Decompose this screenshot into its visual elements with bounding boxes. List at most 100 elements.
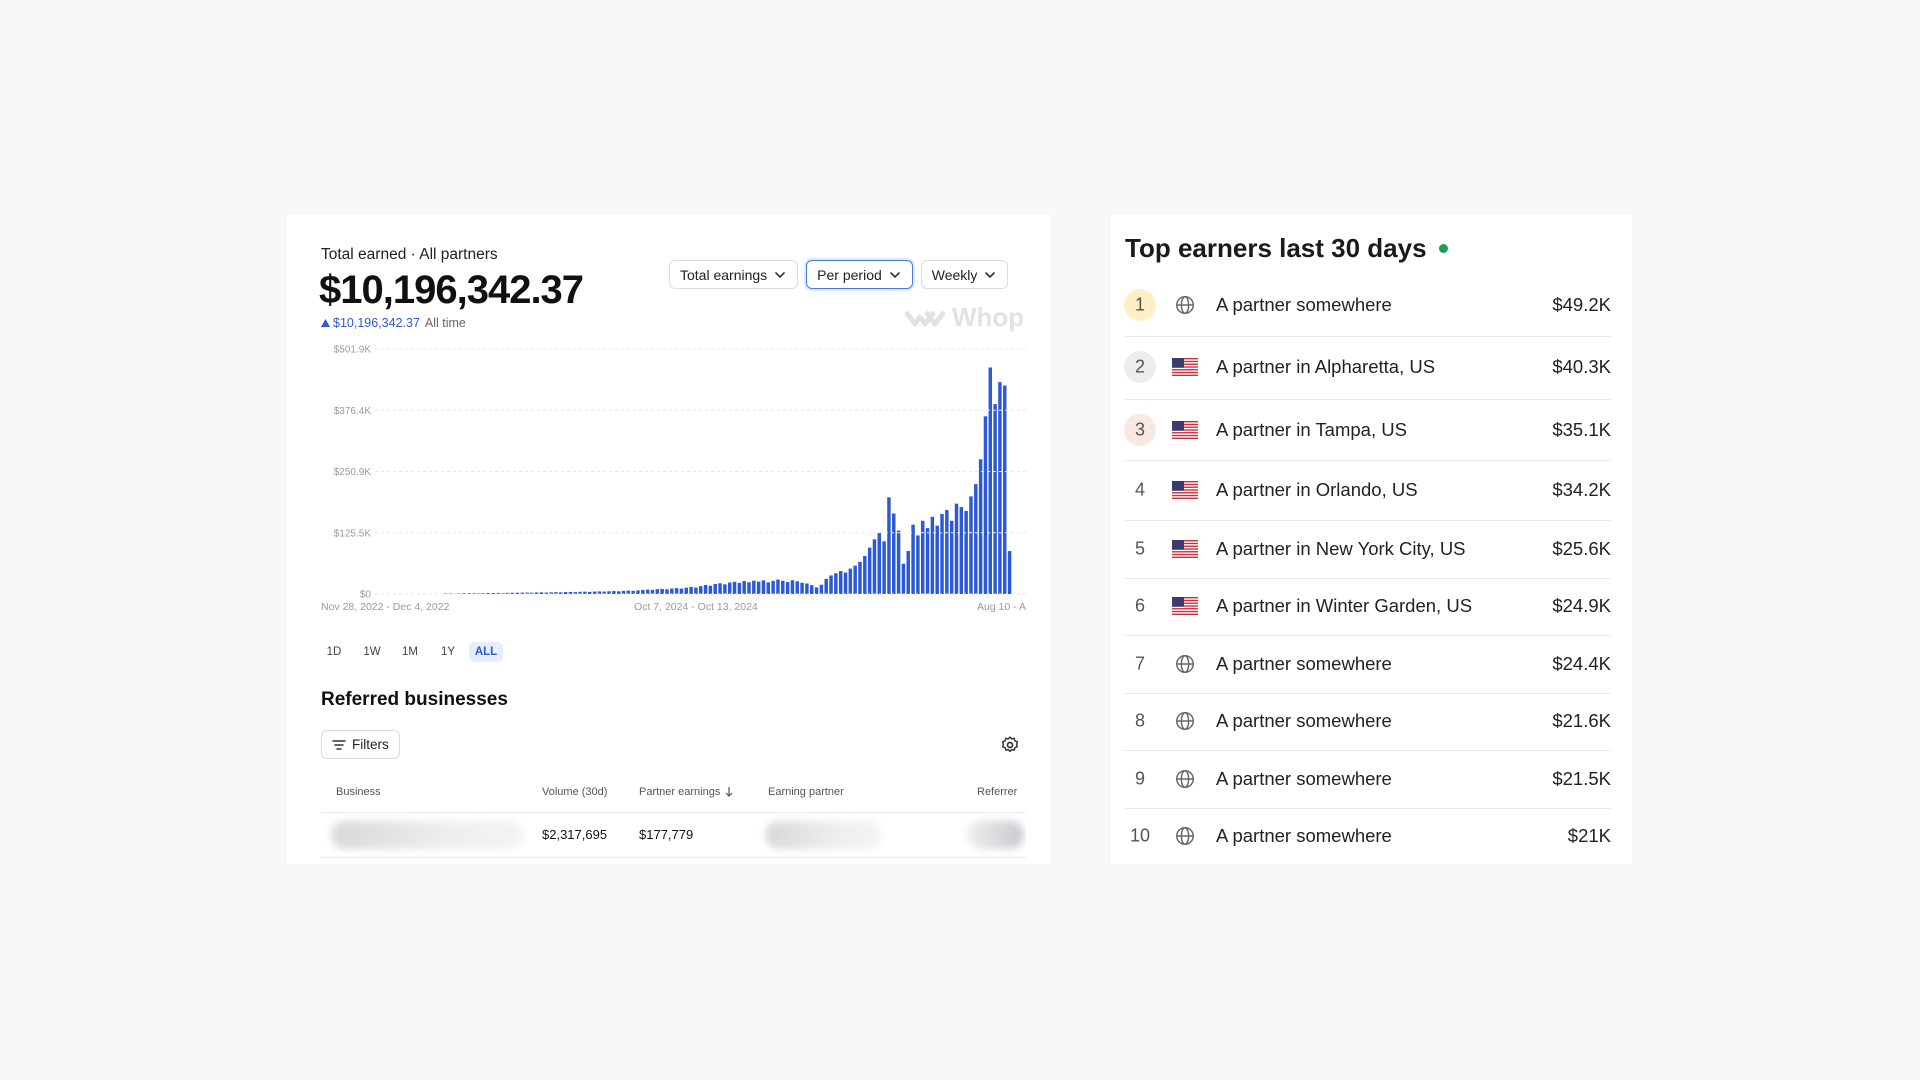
bar [539, 592, 544, 594]
y-tick-label: $376.4K [334, 406, 372, 417]
bar [843, 572, 848, 594]
bar [616, 591, 621, 594]
bar [525, 592, 529, 594]
rank: 3 [1134, 419, 1145, 440]
bar [993, 404, 997, 594]
blurred-partner [765, 821, 882, 849]
bar [809, 585, 814, 594]
bar [496, 592, 500, 594]
earnings-chart: Nov 28, 2022 - Dec 4, 2022 Oct 7, 2024 - … [321, 345, 1026, 613]
mode-dropdown[interactable]: Per period [806, 260, 913, 289]
watermark-logo [904, 310, 946, 326]
bar [848, 568, 853, 594]
bar [467, 593, 471, 594]
flag-icon [1172, 358, 1198, 376]
bar [612, 591, 616, 594]
partner-amount: $34.2K [1552, 479, 1611, 500]
bar [814, 587, 819, 594]
row-divider [1124, 460, 1611, 461]
bar [597, 591, 602, 594]
bar [800, 582, 804, 594]
bar [983, 416, 988, 594]
bar [896, 530, 901, 594]
bar [592, 591, 597, 594]
rank: 4 [1134, 479, 1145, 500]
globe-icon [1174, 710, 1196, 732]
globe-icon [1174, 653, 1196, 675]
bar [583, 591, 587, 594]
business-table: Business Volume (30d) Partner earnings E… [321, 770, 1026, 864]
bar [964, 511, 968, 594]
range-button[interactable]: ALL [469, 642, 503, 662]
row-divider [1124, 399, 1611, 400]
bar [838, 571, 843, 594]
globe-icon [1174, 294, 1196, 316]
bar [747, 582, 751, 594]
bar [505, 592, 510, 594]
bar [872, 539, 877, 594]
bar [853, 565, 857, 594]
x-tick-label: Aug 10 - A [977, 601, 1026, 613]
chevron [773, 268, 787, 282]
bar [949, 520, 954, 594]
row-divider [1124, 750, 1611, 751]
bar [1003, 385, 1007, 594]
x-tick-label: Nov 28, 2022 - Dec 4, 2022 [321, 601, 450, 613]
bar [916, 535, 920, 594]
row-divider [1124, 693, 1611, 694]
bar [906, 551, 910, 594]
flag-icon [1172, 540, 1198, 558]
rank: 7 [1134, 653, 1145, 674]
filters-button[interactable]: Filters [321, 730, 400, 759]
partner-amount: $49.2K [1552, 294, 1611, 315]
bar [925, 528, 930, 594]
bar [655, 589, 660, 594]
bar [969, 496, 973, 594]
bar [887, 497, 891, 594]
header-divider [321, 812, 1026, 813]
partner-amount: $21.6K [1552, 710, 1611, 731]
column-header: Earning partner [768, 786, 844, 798]
chevron [888, 268, 902, 282]
bar [631, 590, 635, 594]
bar [978, 459, 983, 594]
bar [974, 484, 978, 594]
range-button[interactable]: 1Y [440, 646, 456, 658]
change-line: $10,196,342.37 All time [321, 316, 466, 330]
x-tick-label: Oct 7, 2024 - Oct 13, 2024 [634, 601, 758, 613]
bar [935, 525, 939, 594]
bar [670, 588, 674, 594]
range-button[interactable]: 1W [363, 646, 381, 658]
range-button[interactable]: 1D [326, 646, 342, 658]
bar [660, 588, 664, 594]
partner-name: A partner somewhere [1216, 294, 1392, 315]
bar [645, 589, 650, 594]
bar [1007, 551, 1012, 594]
section-title: Referred businesses [321, 689, 508, 710]
bar [559, 592, 563, 594]
bar [737, 582, 742, 594]
bar [892, 513, 896, 594]
bar [756, 581, 761, 594]
earnings-cell: $177,779 [639, 827, 694, 842]
bar [920, 520, 925, 594]
bar [824, 578, 828, 594]
partner-name: A partner in Orlando, US [1216, 479, 1418, 500]
interval-dropdown[interactable]: Weekly [920, 260, 1009, 289]
rank-badge [1124, 351, 1156, 383]
flag-icon [1172, 481, 1198, 499]
bar [568, 591, 573, 594]
partner-name: A partner in Winter Garden, US [1216, 595, 1473, 616]
column-header-sorted[interactable]: Partner earnings [639, 786, 733, 798]
globe-icon [1174, 825, 1196, 847]
bar [877, 532, 882, 594]
range-button[interactable]: 1M [402, 646, 418, 658]
metric-dropdown[interactable]: Total earnings [669, 260, 799, 289]
bar [573, 592, 578, 594]
settings-icon[interactable] [1000, 735, 1020, 755]
change-period: All time [424, 316, 466, 330]
bar [882, 541, 886, 594]
rank: 10 [1129, 825, 1151, 846]
partner-name: A partner in Tampa, US [1216, 419, 1407, 440]
